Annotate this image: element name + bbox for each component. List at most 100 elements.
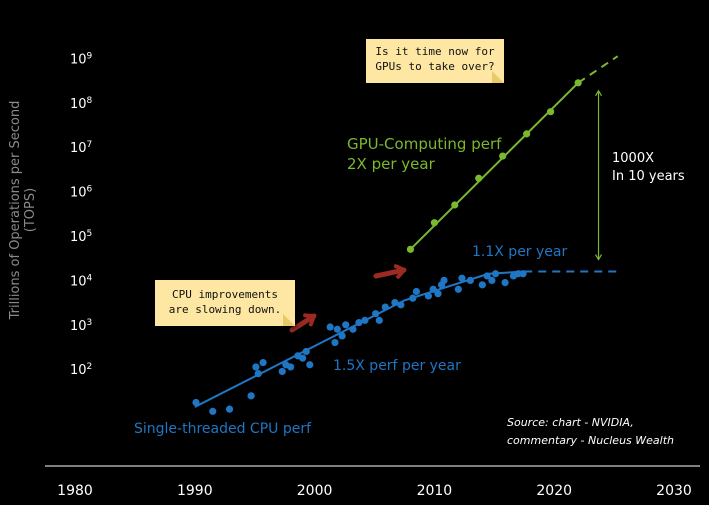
cpu-data-point: [434, 290, 442, 298]
y-tick-label: 104: [70, 273, 93, 289]
x-tick-label: 1990: [177, 483, 213, 499]
cpu-data-point: [440, 276, 448, 284]
late-trend-arrow-shaft: [373, 267, 407, 279]
cpu-data-point: [372, 310, 380, 318]
trend-lines: [194, 55, 621, 408]
y-tick-label: 106: [70, 185, 93, 201]
cpu-data-point: [287, 363, 295, 371]
y-tick-base: 10: [70, 52, 87, 67]
note-fold: [283, 314, 295, 326]
y-tick-label: 105: [70, 229, 92, 245]
cpu-data-point: [302, 347, 310, 356]
cpu-data-point: [326, 323, 334, 331]
y-tick-base: 10: [70, 186, 87, 201]
gap-arrow-head-bottom: [595, 254, 603, 261]
y-tick-exponent: 9: [87, 51, 93, 61]
gap-label-2: In 10 years: [612, 169, 685, 184]
y-tick-label: 108: [70, 96, 93, 112]
y-tick-exponent: 8: [87, 96, 93, 106]
cpu-data-point: [254, 370, 262, 378]
y-tick-label: 109: [70, 51, 93, 67]
y-tick-base: 10: [70, 97, 87, 112]
cpu-series-label: Single-threaded CPU perf: [134, 421, 312, 437]
cpu-data-point: [342, 321, 350, 329]
cpu-note-arrow-shaft: [289, 313, 317, 333]
note-fold: [492, 71, 504, 83]
y-tick-base: 10: [70, 363, 87, 378]
note-cpu-line1: CPU improvements: [172, 288, 278, 301]
cpu-data-point: [501, 279, 509, 287]
source-line2: commentary - Nucleus Wealth: [507, 434, 674, 447]
annotation-shapes: [289, 89, 603, 333]
x-ticks: 1980 1990 2000 2010 2020 2030: [57, 483, 692, 499]
y-tick-label: 102: [70, 362, 92, 378]
gpu-data-point: [523, 130, 531, 138]
y-tick-base: 10: [70, 274, 87, 289]
cpu-data-point: [247, 392, 255, 400]
cpu-data-point: [375, 316, 383, 324]
x-tick-label: 2030: [656, 483, 692, 499]
cpu-data-point: [397, 301, 405, 309]
x-tick-label: 2000: [297, 483, 333, 499]
source-note: Source: chart - NVIDIA, commentary - Nuc…: [507, 414, 674, 450]
cpu-data-point: [259, 358, 267, 367]
y-axis-label: Trillions of Operations per Second (TOPS…: [8, 100, 38, 320]
y-tick-exponent: 5: [87, 229, 93, 239]
gpu-data-point: [499, 152, 507, 160]
cpu-data-point: [252, 363, 260, 371]
y-tick-label: 103: [70, 318, 92, 334]
cpu-data-point: [409, 294, 417, 302]
cpu-data-point: [429, 285, 437, 293]
y-tick-exponent: 2: [87, 362, 93, 372]
y-tick-exponent: 3: [87, 318, 93, 328]
cpu-data-point: [466, 276, 474, 284]
cpu-data-point: [488, 276, 496, 284]
cpu-data-point: [412, 287, 421, 296]
y-tick-label: 107: [70, 140, 92, 156]
gpu-data-point: [574, 79, 582, 87]
cpu-data-point: [381, 303, 389, 311]
x-tick-label: 1980: [57, 483, 93, 499]
cpu-data-point: [478, 281, 486, 289]
cpu-data-point: [424, 292, 433, 300]
y-tick-exponent: 4: [87, 273, 93, 283]
gpu-data-point: [406, 245, 415, 253]
cpu-data-point: [225, 405, 234, 413]
gpu-series-label: GPU-Computing perf: [347, 135, 502, 153]
cpu-note-arrow-head: [303, 313, 316, 327]
y-tick-base: 10: [70, 230, 87, 245]
cpu-data-point: [519, 270, 527, 278]
gpu-data-point: [547, 108, 555, 116]
note-cpu: CPU improvements are slowing down.: [155, 280, 295, 326]
cpu-data-point: [458, 274, 466, 282]
x-tick-label: 2010: [417, 483, 453, 499]
cpu-late-rate-label: 1.1X per year: [472, 244, 568, 260]
late-trend-arrow-head: [393, 264, 406, 279]
cpu-data-point: [355, 318, 363, 327]
source-line1: Source: chart - NVIDIA,: [507, 416, 634, 429]
cpu-data-point: [483, 272, 491, 280]
gpu-rate-label: 2X per year: [347, 155, 435, 173]
gpu-trend-extension: [577, 55, 619, 84]
data-points: [192, 79, 582, 415]
cpu-data-point: [349, 325, 357, 333]
cpu-data-point: [361, 316, 369, 324]
y-tick-base: 10: [70, 319, 87, 334]
cpu-data-point: [192, 398, 200, 407]
cpu-data-point: [209, 407, 217, 415]
cpu-data-point: [333, 325, 341, 333]
cpu-data-point: [491, 270, 500, 278]
gpu-data-point: [451, 201, 459, 209]
note-cpu-line2: are slowing down.: [168, 303, 282, 316]
cpu-data-point: [299, 354, 307, 362]
cpu-data-point: [338, 332, 346, 340]
cpu-data-point: [331, 338, 339, 347]
cpu-data-point: [278, 367, 286, 376]
cpu-data-point: [391, 299, 399, 307]
gpu-data-point: [475, 174, 483, 182]
gpu-data-point: [430, 219, 438, 227]
y-tick-exponent: 7: [87, 140, 93, 150]
cpu-early-rate-label: 1.5X perf per year: [333, 358, 461, 374]
